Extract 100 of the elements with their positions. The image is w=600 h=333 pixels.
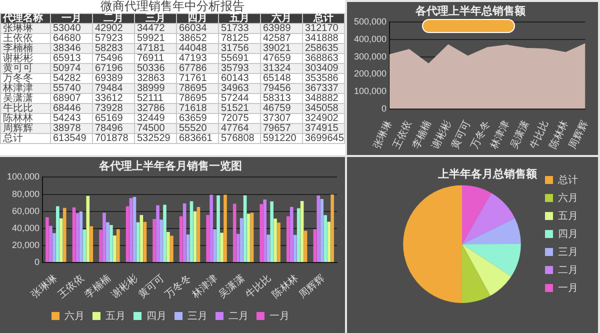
data-label: 34963 — [218, 83, 260, 94]
data-label: 66034 — [176, 23, 218, 34]
chart-title: 各代理上半年各月销售一览图 — [98, 160, 242, 173]
data-label: 78125 — [218, 33, 260, 44]
bar — [320, 198, 324, 262]
data-label: 59921 — [134, 33, 176, 44]
bar — [274, 218, 277, 262]
data-label: 78695 — [176, 83, 218, 94]
legend-label: 三月 — [188, 310, 208, 322]
bar — [296, 208, 300, 262]
bar — [152, 219, 156, 262]
y-tick-label: 100,000 — [6, 172, 40, 182]
y-tick-label: 60,000 — [12, 206, 40, 216]
bar — [102, 212, 106, 262]
bar — [140, 215, 144, 262]
y-tick-label: 0 — [382, 103, 387, 114]
data-label: 55520 — [176, 123, 218, 134]
data-label: 55740 — [50, 83, 92, 94]
bar — [210, 194, 213, 262]
data-label: 33612 — [92, 93, 134, 104]
data-label: 55691 — [218, 53, 260, 64]
data-label: 63989 — [260, 23, 302, 34]
data-label: 39021 — [260, 43, 302, 54]
bar — [46, 217, 49, 262]
bar — [72, 207, 76, 262]
data-label: 68446 — [50, 103, 92, 114]
bar — [327, 222, 330, 262]
bar — [330, 194, 334, 262]
bar — [129, 198, 133, 262]
bar — [190, 201, 194, 262]
bar — [300, 201, 304, 262]
legend-label: 五月 — [558, 210, 578, 222]
data-label: 63659 — [176, 113, 218, 124]
data-label: 701878 — [92, 133, 134, 144]
data-label: 31324 — [260, 63, 302, 74]
bar — [250, 212, 254, 262]
legend-label: 四月 — [558, 228, 578, 240]
bar — [79, 211, 83, 262]
bar — [99, 230, 102, 262]
data-label: 34472 — [134, 23, 176, 34]
data-label: 51521 — [218, 103, 260, 114]
bar — [106, 222, 110, 262]
bar — [266, 234, 270, 262]
x-tick-label: 一月 — [50, 13, 92, 24]
data-label: 67196 — [92, 63, 134, 74]
data-label: 72075 — [218, 113, 260, 124]
data-label: 32786 — [134, 103, 176, 114]
data-label: 345058 — [302, 103, 344, 114]
bar — [76, 213, 80, 262]
data-label: 44048 — [176, 43, 218, 54]
data-label: 71618 — [176, 103, 218, 114]
bar — [286, 216, 290, 262]
data-label: 576808 — [218, 133, 260, 144]
data-label: 58313 — [260, 93, 302, 104]
y-tick-label: 吴潇潇 — [0, 93, 50, 104]
bar — [163, 204, 166, 262]
legend-label: 二月 — [558, 264, 578, 276]
data-label: 54282 — [50, 73, 92, 84]
bar — [304, 230, 308, 262]
data-label: 341888 — [302, 33, 344, 44]
data-label: 67786 — [176, 63, 218, 74]
data-label: 38978 — [50, 123, 92, 134]
bar — [224, 194, 227, 262]
data-label: 78496 — [92, 123, 134, 134]
bar — [136, 222, 140, 262]
bar — [182, 203, 186, 262]
data-label: 65148 — [260, 73, 302, 84]
legend-label: 四月 — [146, 310, 166, 322]
data-label: 79484 — [92, 83, 134, 94]
data-label: 47181 — [134, 43, 176, 54]
data-label: 367337 — [302, 83, 344, 94]
bar — [277, 222, 280, 262]
data-label: 374915 — [302, 123, 344, 134]
bar — [56, 206, 60, 262]
bar — [196, 206, 200, 262]
data-label: 60143 — [218, 73, 260, 84]
data-label: 37307 — [260, 113, 302, 124]
data-label: 65169 — [92, 113, 134, 124]
bar — [179, 216, 183, 262]
data-label: 353586 — [302, 73, 344, 84]
bar — [293, 234, 297, 262]
data-label: 303409 — [302, 63, 344, 74]
data-label: 532529 — [134, 133, 176, 144]
data-label: 58283 — [92, 43, 134, 54]
data-label: 368863 — [302, 53, 344, 64]
bar — [270, 201, 274, 262]
y-tick-label: 500,000 — [354, 16, 387, 27]
bar — [59, 218, 63, 262]
bar — [246, 214, 250, 262]
data-label: 46759 — [260, 103, 302, 114]
text: 代理名称 — [0, 13, 50, 24]
y-tick-label: 张琳琳 — [0, 23, 50, 34]
data-label: 47659 — [260, 53, 302, 64]
bar — [160, 220, 163, 262]
data-label: 75496 — [92, 53, 134, 64]
bar — [143, 222, 147, 262]
bar — [49, 226, 52, 262]
data-label: 69389 — [92, 73, 134, 84]
bar — [232, 204, 236, 262]
data-label: 73928 — [92, 103, 134, 114]
